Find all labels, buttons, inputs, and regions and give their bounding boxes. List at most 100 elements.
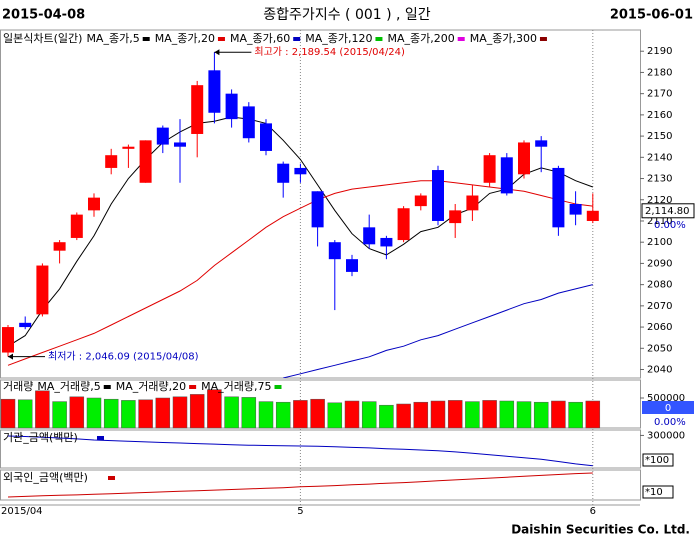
candle-body (174, 142, 186, 147)
candle-body (277, 163, 290, 183)
candle-body (70, 214, 83, 238)
volume-bar (189, 394, 205, 429)
legend-marker (293, 37, 301, 41)
candle-body (311, 191, 324, 228)
y-tick-label: 2180 (647, 67, 672, 78)
candle-body (53, 242, 66, 251)
last-value: 2,114.80 (645, 206, 690, 217)
candle-body (466, 195, 479, 211)
annotation: 최고가 : 2,189.54 (2015/04/24) (254, 46, 405, 58)
legend-marker (142, 37, 150, 41)
candle-body (225, 93, 238, 120)
unit-box (642, 485, 674, 499)
candle-body (449, 210, 462, 224)
volume-bar (224, 396, 239, 429)
panel-frame (0, 29, 641, 379)
volume-change: 0.00% (654, 417, 686, 428)
candle-body (19, 322, 32, 328)
chart-title: 종합주가지수 ( 001 ) , 일간 (263, 7, 431, 23)
y-tick-label: 2140 (647, 152, 672, 163)
volume-bar (52, 401, 67, 429)
y-tick-label: 2190 (647, 46, 672, 57)
volume-bar (533, 401, 549, 429)
last-volume: 0 (665, 403, 671, 414)
y-tick-label: 2160 (647, 110, 672, 121)
candle-body (414, 195, 427, 207)
y-tick-label: 2080 (647, 280, 672, 291)
legend-marker (217, 37, 225, 41)
volume-bar (241, 397, 257, 429)
volume-bar (310, 398, 325, 429)
x-tick-label: 2015/04 (1, 506, 43, 517)
start-date: 2015-04-08 (2, 8, 85, 23)
candle-body (500, 157, 513, 194)
candle-body (552, 167, 565, 228)
candle-body (328, 242, 341, 260)
ma-line (7, 180, 593, 366)
annotation: 최저가 : 2,046.09 (2015/04/08) (48, 351, 199, 363)
candle-body (105, 155, 118, 168)
y-tick-label: 2120 (647, 195, 672, 206)
arrow-head (214, 49, 220, 56)
volume-bar (207, 389, 222, 429)
end-date: 2015-06-01 (610, 8, 693, 23)
y-tick-label: 2040 (647, 365, 672, 376)
ma-line (7, 116, 593, 347)
candle-body (380, 237, 393, 247)
volume-bar (258, 401, 274, 429)
unit-label: *10 (645, 487, 663, 498)
candle-body (518, 142, 530, 175)
volume-bar (138, 399, 153, 429)
panel-frame (0, 429, 641, 469)
candle-body (569, 204, 582, 215)
candle-body (139, 140, 152, 183)
y-tick-label: 2060 (647, 322, 672, 333)
volume-bar (155, 397, 171, 429)
legend-label: MA_종가,20 (155, 32, 215, 45)
legend-label: MA_거래량,75 (201, 380, 271, 393)
legend-marker (108, 476, 115, 480)
y-tick-label: 300000 (647, 430, 685, 441)
legend-marker (539, 37, 547, 41)
change-value: 0.00% (654, 220, 686, 231)
unit-box (642, 453, 674, 467)
arrow-head (8, 353, 13, 360)
volume-bar (551, 400, 566, 429)
legend-label: MA_종가,200 (387, 32, 454, 45)
legend-label: MA_거래량,20 (116, 380, 186, 393)
amount-line (7, 435, 593, 467)
panel-frame (0, 469, 641, 501)
volume-bar (447, 400, 463, 429)
legend-marker (103, 385, 111, 389)
legend-label: MA_종가,120 (305, 32, 372, 45)
y-tick-label: 2110 (647, 216, 672, 227)
volume-bar (121, 400, 136, 429)
y-tick-label: 2150 (647, 131, 672, 142)
volume-bar (69, 396, 85, 429)
legend-label: MA_거래량,5 (37, 380, 100, 393)
volume-bar (35, 390, 50, 429)
volume-bar (430, 400, 446, 429)
volume-bar (344, 400, 360, 429)
candle-body (122, 146, 135, 149)
candle-body (397, 208, 410, 241)
volume-bar (275, 401, 291, 429)
candle-body (88, 197, 100, 211)
unit-label: *100 (645, 455, 669, 466)
legend-marker (375, 37, 383, 41)
candle-body (535, 140, 548, 147)
volume-bar (327, 402, 343, 429)
y-tick-label: 2090 (647, 258, 672, 269)
candle-body (242, 106, 255, 139)
legend-marker (457, 37, 465, 41)
candle-body (260, 123, 272, 151)
candle-body (294, 167, 307, 175)
legend-label: MA_종가,300 (470, 32, 537, 45)
volume-bar (585, 400, 601, 429)
volume-bar (482, 400, 497, 429)
candle-body (363, 227, 376, 245)
candle-body (346, 259, 358, 272)
legend-title: 기관_금액(백만) (3, 431, 78, 444)
y-tick-label: 2100 (647, 237, 672, 248)
